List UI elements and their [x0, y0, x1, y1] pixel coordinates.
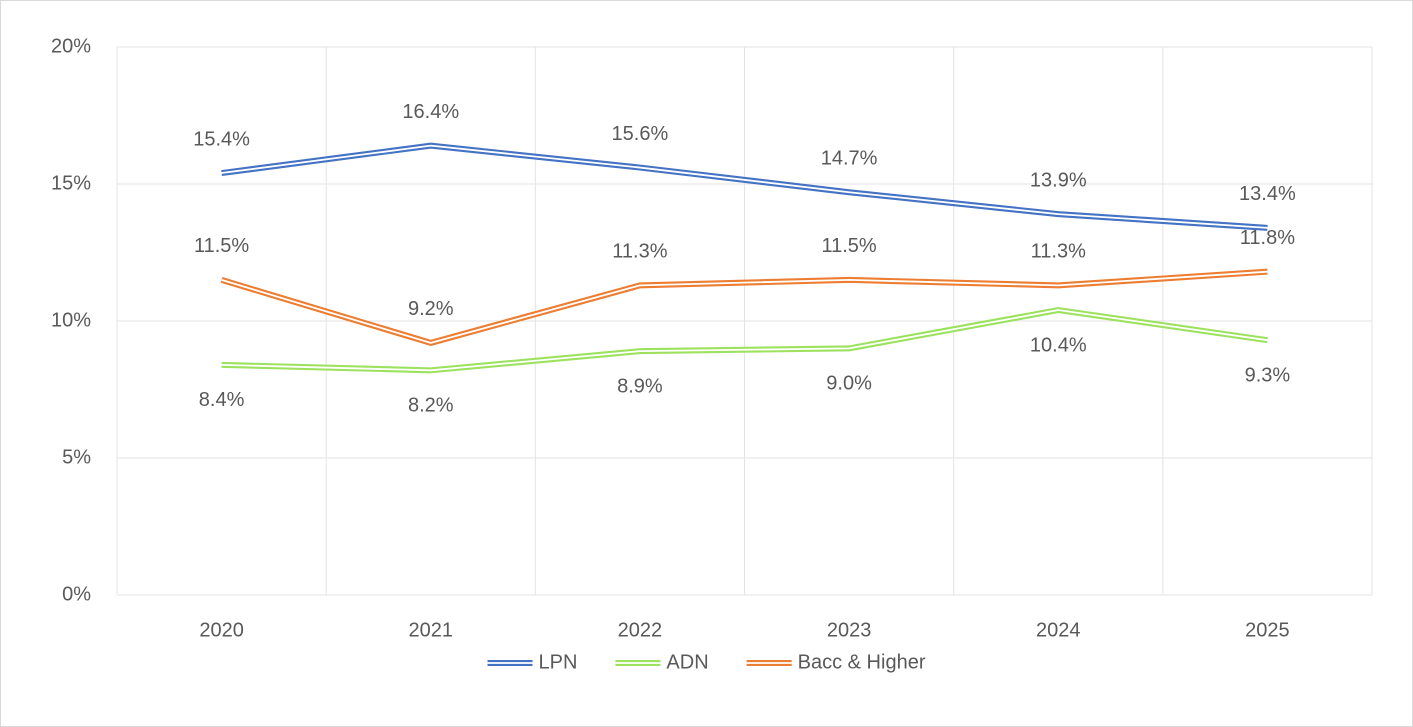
x-tick-label: 2021	[409, 619, 454, 641]
data-label: 15.4%	[193, 128, 250, 150]
data-label: 13.4%	[1239, 183, 1296, 205]
series-line-inner	[221, 144, 1268, 229]
data-label: 8.4%	[199, 389, 245, 411]
data-label: 11.8%	[1240, 227, 1295, 249]
x-tick-label: 2020	[199, 619, 244, 641]
y-tick-label: 5%	[62, 446, 91, 468]
data-label: 16.4%	[402, 101, 459, 123]
data-label: 9.2%	[408, 298, 454, 320]
legend-label: LPN	[539, 651, 578, 673]
data-label: 11.5%	[194, 235, 249, 257]
x-tick-label: 2024	[1036, 619, 1081, 641]
data-label: 13.9%	[1030, 169, 1087, 191]
data-label: 10.4%	[1030, 334, 1087, 356]
data-label: 9.3%	[1245, 364, 1291, 386]
data-label: 11.5%	[821, 235, 876, 257]
series-line-inner	[221, 309, 1268, 372]
data-label: 15.6%	[612, 123, 669, 145]
y-tick-label: 10%	[51, 309, 91, 331]
series-line-inner	[221, 270, 1268, 344]
y-tick-label: 15%	[51, 172, 91, 194]
legend-label: Bacc & Higher	[798, 651, 926, 673]
x-tick-label: 2022	[618, 619, 663, 641]
data-label: 14.7%	[821, 148, 878, 170]
y-tick-label: 0%	[62, 583, 91, 605]
data-label: 9.0%	[826, 373, 872, 395]
x-tick-label: 2023	[827, 619, 872, 641]
data-label: 11.3%	[612, 241, 667, 263]
y-tick-label: 20%	[51, 35, 91, 57]
data-label: 11.3%	[1031, 241, 1086, 263]
data-label: 8.2%	[408, 395, 454, 417]
legend-label: ADN	[666, 651, 708, 673]
data-label: 8.9%	[617, 375, 663, 397]
x-tick-label: 2025	[1245, 619, 1290, 641]
